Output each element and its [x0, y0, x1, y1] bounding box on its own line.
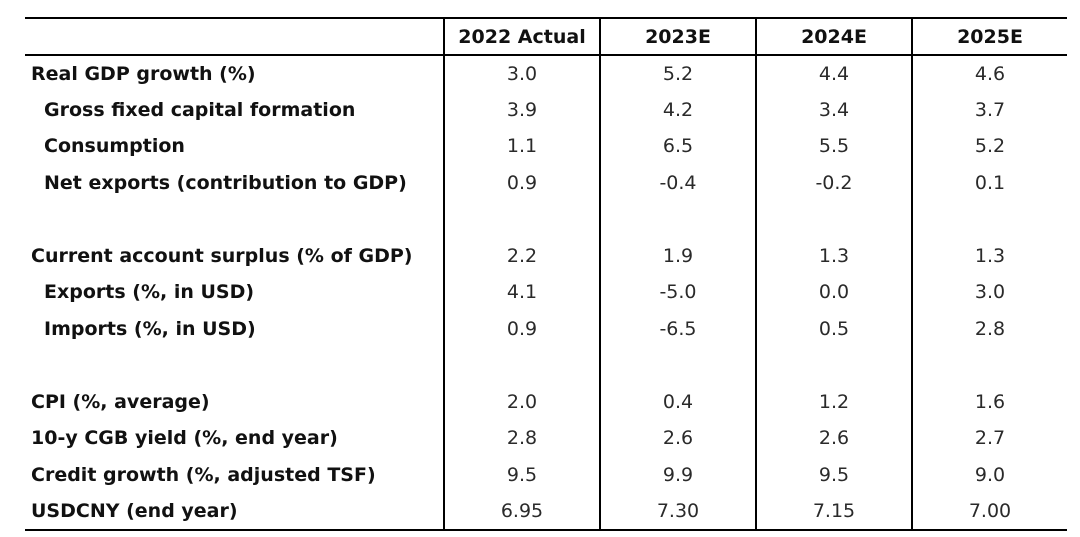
value-cell-2025e: 3.7 — [911, 91, 1067, 128]
value-cell-2024e: 5.5 — [755, 128, 912, 165]
value-cell-2022-actual: 2.8 — [443, 420, 600, 457]
row-label: Credit growth (%, adjusted TSF) — [31, 463, 376, 486]
value-cell-2024e: 0.5 — [755, 310, 912, 347]
row-label: Exports (%, in USD) — [44, 281, 255, 304]
header-cell-label — [25, 17, 444, 56]
table-row: USDCNY (end year) 6.95 7.30 7.15 7.00 — [25, 493, 1067, 531]
value-cell-2024e: 9.5 — [755, 456, 912, 493]
table-row: Net exports (contribution to GDP) 0.9 -0.4… — [25, 164, 1067, 201]
value-cell-2025e: 9.0 — [911, 456, 1067, 493]
spacer-cell — [911, 201, 1067, 238]
value-cell-2025e: 0.1 — [911, 164, 1067, 201]
spacer-cell — [755, 201, 912, 238]
row-label: USDCNY (end year) — [25, 493, 444, 531]
value-cell-2024e: -0.2 — [755, 164, 912, 201]
value-cell-2023e: -6.5 — [599, 310, 756, 347]
value-cell-2024e: 4.4 — [755, 55, 912, 92]
header-row: 2022 Actual 2023E 2024E 2025E — [25, 17, 1067, 56]
row-label: Real GDP growth (%) — [31, 62, 256, 85]
table-row: Consumption 1.1 6.5 5.5 5.2 — [25, 128, 1067, 165]
value-cell-2023e: -5.0 — [599, 274, 756, 311]
value-cell-2022-actual: 4.1 — [443, 274, 600, 311]
value-cell-2022-actual: 0.9 — [443, 310, 600, 347]
value-cell-2023e: 0.4 — [599, 383, 756, 420]
row-label: Gross fixed capital formation — [44, 98, 356, 121]
value-cell-2022-actual: 6.95 — [443, 493, 600, 531]
table-row: 10-y CGB yield (%, end year) 2.8 2.6 2.6 2.7 — [25, 420, 1067, 457]
value-cell-2025e: 2.8 — [911, 310, 1067, 347]
row-label: Consumption — [44, 135, 185, 158]
table-row: Current account surplus (% of GDP) 2.2 1.9… — [25, 237, 1067, 274]
value-cell-2022-actual: 3.9 — [443, 91, 600, 128]
table-row: Credit growth (%, adjusted TSF) 9.5 9.9 9.5… — [25, 456, 1067, 493]
value-cell-2025e: 5.2 — [911, 128, 1067, 165]
spacer-cell — [25, 201, 444, 238]
table-header: 2022 Actual 2023E 2024E 2025E — [25, 17, 1067, 56]
spacer-cell — [443, 347, 600, 384]
value-cell-2022-actual: 0.9 — [443, 164, 600, 201]
spacer-cell — [755, 347, 912, 384]
value-cell-2024e: 7.15 — [755, 493, 912, 531]
spacer-cell — [599, 347, 756, 384]
value-cell-2023e: 1.9 — [599, 237, 756, 274]
value-cell-2023e: 6.5 — [599, 128, 756, 165]
value-cell-2024e: 2.6 — [755, 420, 912, 457]
spacer-cell — [443, 201, 600, 238]
value-cell-2022-actual: 2.2 — [443, 237, 600, 274]
value-cell-2023e: 5.2 — [599, 55, 756, 92]
table-body: Real GDP growth (%) 3.0 5.2 4.4 4.6 Gross fix… — [25, 55, 1067, 531]
value-cell-2024e: 1.3 — [755, 237, 912, 274]
value-cell-2025e: 4.6 — [911, 55, 1067, 92]
table-row: CPI (%, average) 2.0 0.4 1.2 1.6 — [25, 383, 1067, 420]
value-cell-2023e: 9.9 — [599, 456, 756, 493]
section-spacer-row — [25, 201, 1067, 238]
row-label: Imports (%, in USD) — [44, 317, 256, 340]
forecast-table: 2022 Actual 2023E 2024E 2025E Real GDP g… — [25, 17, 1067, 531]
header-cell-2023e: 2023E — [599, 17, 756, 56]
header-cell-2025e: 2025E — [911, 17, 1067, 56]
value-cell-2022-actual: 2.0 — [443, 383, 600, 420]
value-cell-2025e: 3.0 — [911, 274, 1067, 311]
value-cell-2025e: 2.7 — [911, 420, 1067, 457]
table-row: Imports (%, in USD) 0.9 -6.5 0.5 2.8 — [25, 310, 1067, 347]
value-cell-2022-actual: 1.1 — [443, 128, 600, 165]
value-cell-2025e: 7.00 — [911, 493, 1067, 531]
table-row: Real GDP growth (%) 3.0 5.2 4.4 4.6 — [25, 55, 1067, 92]
spacer-cell — [599, 201, 756, 238]
value-cell-2023e: 4.2 — [599, 91, 756, 128]
table-row: Gross fixed capital formation 3.9 4.2 3.4 3.… — [25, 91, 1067, 128]
spacer-cell — [911, 347, 1067, 384]
row-label: Current account surplus (% of GDP) — [31, 244, 413, 267]
row-label: Net exports (contribution to GDP) — [44, 171, 407, 194]
value-cell-2024e: 0.0 — [755, 274, 912, 311]
value-cell-2024e: 1.2 — [755, 383, 912, 420]
value-cell-2024e: 3.4 — [755, 91, 912, 128]
row-label: 10-y CGB yield (%, end year) — [31, 427, 338, 450]
header-cell-2024e: 2024E — [755, 17, 912, 56]
value-cell-2023e: -0.4 — [599, 164, 756, 201]
spacer-cell — [25, 347, 444, 384]
value-cell-2025e: 1.3 — [911, 237, 1067, 274]
value-cell-2023e: 7.30 — [599, 493, 756, 531]
value-cell-2022-actual: 9.5 — [443, 456, 600, 493]
row-label: CPI (%, average) — [31, 390, 210, 413]
table-row: Exports (%, in USD) 4.1 -5.0 0.0 3.0 — [25, 274, 1067, 311]
section-spacer-row — [25, 347, 1067, 384]
value-cell-2023e: 2.6 — [599, 420, 756, 457]
value-cell-2025e: 1.6 — [911, 383, 1067, 420]
value-cell-2022-actual: 3.0 — [443, 55, 600, 92]
header-cell-2022-actual: 2022 Actual — [443, 17, 600, 56]
